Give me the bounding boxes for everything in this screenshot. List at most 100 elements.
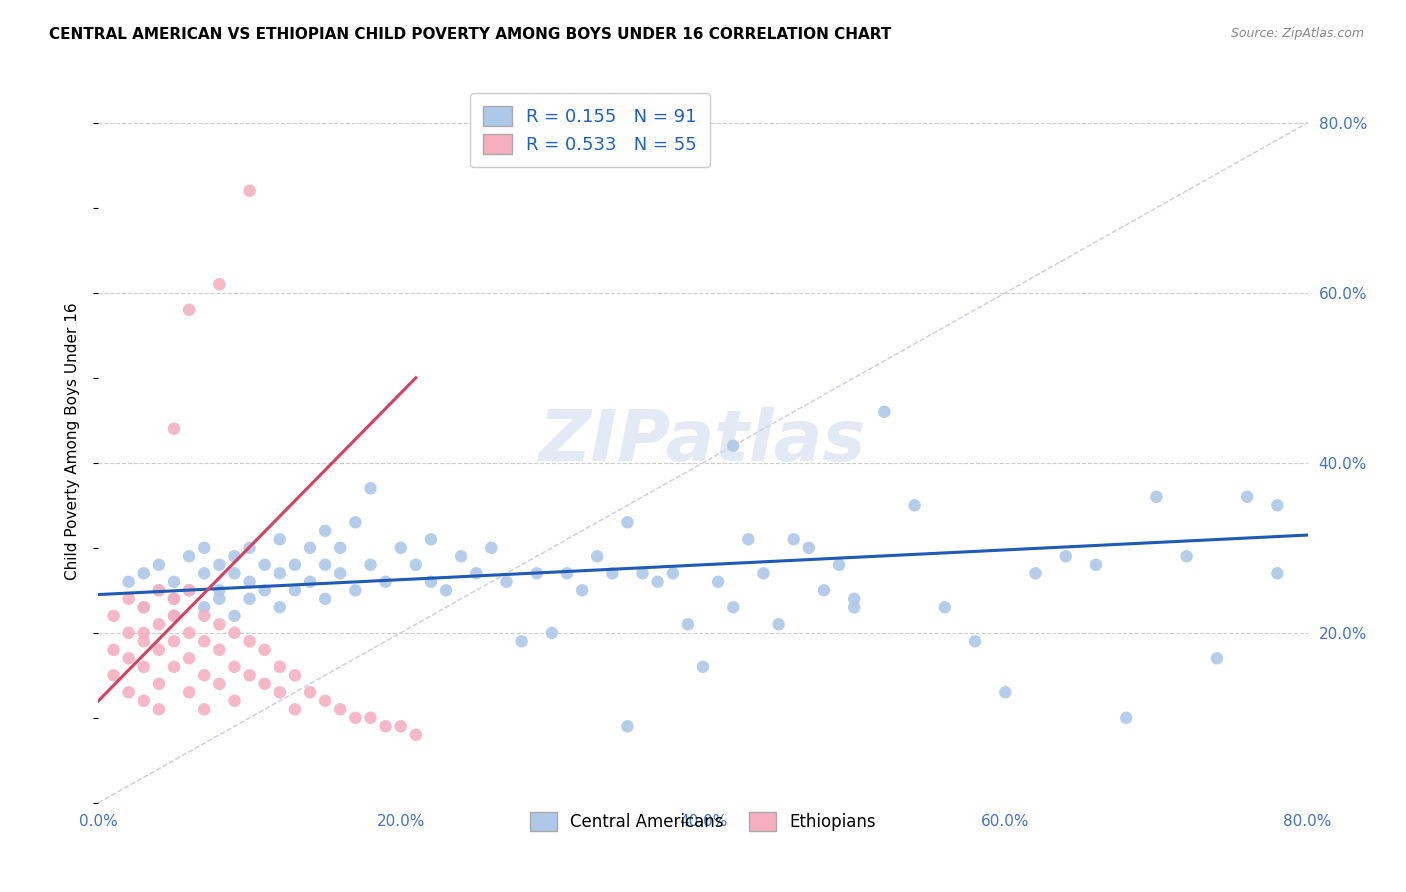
Point xyxy=(844,600,866,615)
Point xyxy=(208,677,231,691)
Point xyxy=(495,574,517,589)
Point xyxy=(299,541,322,555)
Point xyxy=(994,685,1017,699)
Point xyxy=(1267,566,1289,581)
Point xyxy=(179,583,201,598)
Point xyxy=(314,591,336,606)
Point xyxy=(132,634,155,648)
Point xyxy=(1054,549,1077,564)
Point xyxy=(103,668,125,682)
Point xyxy=(828,558,851,572)
Point xyxy=(555,566,578,581)
Point xyxy=(465,566,488,581)
Point xyxy=(118,625,141,640)
Point xyxy=(510,634,533,648)
Point xyxy=(163,608,186,623)
Point xyxy=(813,583,835,598)
Point xyxy=(239,574,262,589)
Point xyxy=(163,422,186,436)
Point xyxy=(405,558,427,572)
Point xyxy=(405,728,427,742)
Point xyxy=(269,685,291,699)
Point xyxy=(269,533,291,547)
Point xyxy=(602,566,624,581)
Point xyxy=(389,541,412,555)
Point xyxy=(1085,558,1108,572)
Point xyxy=(904,498,927,512)
Point xyxy=(163,591,186,606)
Point xyxy=(253,583,276,598)
Point xyxy=(284,702,307,716)
Point xyxy=(797,541,820,555)
Point xyxy=(389,719,412,733)
Point xyxy=(208,558,231,572)
Point xyxy=(314,558,336,572)
Point xyxy=(179,685,201,699)
Point xyxy=(783,533,806,547)
Point xyxy=(163,660,186,674)
Point xyxy=(132,566,155,581)
Point xyxy=(148,583,170,598)
Point xyxy=(224,566,246,581)
Point xyxy=(208,642,231,657)
Point xyxy=(616,516,638,530)
Point xyxy=(752,566,775,581)
Point xyxy=(253,677,276,691)
Point xyxy=(676,617,699,632)
Point xyxy=(193,634,215,648)
Point xyxy=(314,524,336,538)
Point xyxy=(239,668,262,682)
Point xyxy=(148,642,170,657)
Point xyxy=(723,439,745,453)
Point xyxy=(586,549,609,564)
Point xyxy=(224,608,246,623)
Point xyxy=(965,634,987,648)
Point xyxy=(132,600,155,615)
Point xyxy=(148,677,170,691)
Point xyxy=(329,541,352,555)
Point xyxy=(239,541,262,555)
Point xyxy=(179,651,201,665)
Point xyxy=(707,574,730,589)
Point xyxy=(179,302,201,317)
Point xyxy=(163,608,186,623)
Legend: Central Americans, Ethiopians: Central Americans, Ethiopians xyxy=(524,805,882,838)
Point xyxy=(269,600,291,615)
Point xyxy=(374,719,396,733)
Point xyxy=(1144,490,1167,504)
Point xyxy=(344,711,367,725)
Point xyxy=(1115,711,1137,725)
Point xyxy=(103,608,125,623)
Point xyxy=(239,591,262,606)
Point xyxy=(239,184,262,198)
Point xyxy=(253,642,276,657)
Point xyxy=(193,702,215,716)
Point xyxy=(571,583,593,598)
Text: CENTRAL AMERICAN VS ETHIOPIAN CHILD POVERTY AMONG BOYS UNDER 16 CORRELATION CHAR: CENTRAL AMERICAN VS ETHIOPIAN CHILD POVE… xyxy=(49,27,891,42)
Point xyxy=(179,549,201,564)
Point xyxy=(253,558,276,572)
Point xyxy=(148,617,170,632)
Point xyxy=(540,625,562,640)
Point xyxy=(148,702,170,716)
Point xyxy=(360,558,382,572)
Point xyxy=(224,625,246,640)
Point xyxy=(1175,549,1198,564)
Point xyxy=(661,566,683,581)
Point xyxy=(284,583,307,598)
Point xyxy=(118,591,141,606)
Point xyxy=(118,574,141,589)
Point xyxy=(434,583,457,598)
Point xyxy=(163,591,186,606)
Point xyxy=(934,600,956,615)
Point xyxy=(1236,490,1258,504)
Point xyxy=(193,566,215,581)
Point xyxy=(344,516,367,530)
Point xyxy=(1024,566,1046,581)
Point xyxy=(132,600,155,615)
Point xyxy=(360,711,382,725)
Point xyxy=(1206,651,1229,665)
Point xyxy=(526,566,548,581)
Point xyxy=(193,608,215,623)
Point xyxy=(224,660,246,674)
